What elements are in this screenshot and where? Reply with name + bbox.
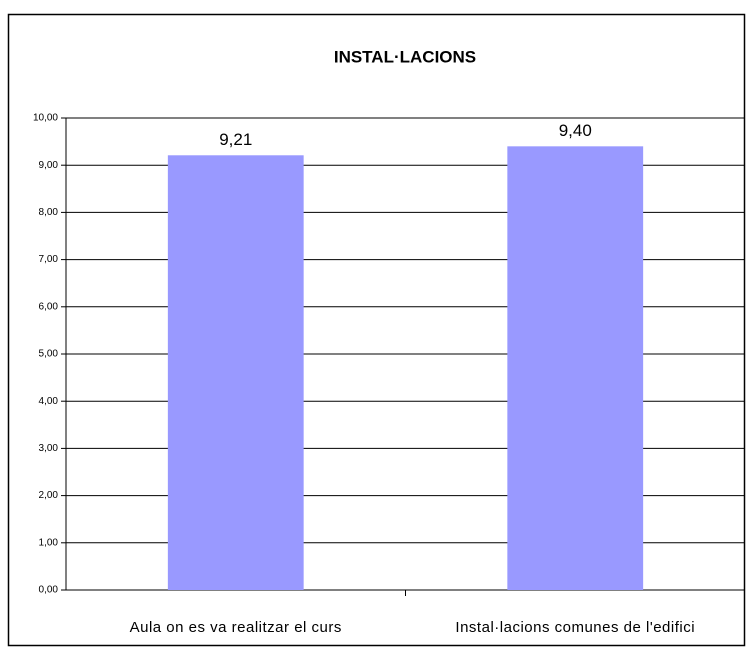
- y-tick-label: 10,00: [33, 113, 58, 124]
- chart-title: INSTAL·LACIONS: [334, 47, 476, 66]
- y-tick-label: 4,00: [39, 396, 59, 407]
- y-tick-label: 3,00: [39, 443, 59, 454]
- y-tick-label: 2,00: [39, 490, 59, 501]
- x-tick-label: Instal·lacions comunes de l'edifici: [455, 619, 695, 636]
- y-tick-label: 5,00: [39, 349, 59, 360]
- y-tick-label: 9,00: [39, 160, 59, 171]
- value-label: 9,21: [219, 130, 252, 149]
- y-tick-label: 6,00: [39, 301, 59, 312]
- bar: [507, 146, 644, 590]
- x-tick-label: Aula on es va realitzar el curs: [130, 619, 342, 636]
- y-tick-label: 7,00: [39, 254, 59, 265]
- value-label: 9,40: [559, 121, 592, 140]
- y-tick-label: 1,00: [39, 537, 59, 548]
- bar: [167, 155, 304, 590]
- y-tick-label: 8,00: [39, 207, 59, 218]
- y-tick-label: 0,00: [39, 585, 59, 596]
